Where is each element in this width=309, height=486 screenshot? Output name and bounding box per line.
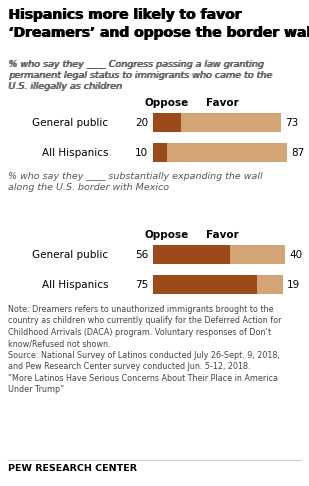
Text: % who say they ____ Congress passing a law granting
permanent legal status to im: % who say they ____ Congress passing a l… xyxy=(8,60,272,91)
Bar xyxy=(167,143,287,162)
Text: 10: 10 xyxy=(135,147,148,157)
Text: General public: General public xyxy=(32,249,108,260)
Text: 73: 73 xyxy=(285,118,298,127)
Text: Hispanics more likely to favor
‘Dreamers’ and oppose the border wall: Hispanics more likely to favor ‘Dreamers… xyxy=(8,8,309,40)
Bar xyxy=(256,275,283,294)
Text: 40: 40 xyxy=(290,249,303,260)
Text: Oppose: Oppose xyxy=(145,98,189,108)
Text: 75: 75 xyxy=(135,279,148,290)
Text: All Hispanics: All Hispanics xyxy=(41,147,108,157)
Text: All Hispanics: All Hispanics xyxy=(41,279,108,290)
Bar xyxy=(153,143,167,162)
Text: % who say they ____ substantially expanding the wall
along the U.S. border with : % who say they ____ substantially expand… xyxy=(8,172,263,192)
Text: Favor: Favor xyxy=(205,230,238,240)
Text: General public: General public xyxy=(32,118,108,127)
Text: % who say they ____ Congress passing a law granting
permanent legal status to im: % who say they ____ Congress passing a l… xyxy=(9,60,273,91)
Text: Hispanics more likely to favor
‘Dreamers’ and oppose the border wall: Hispanics more likely to favor ‘Dreamers… xyxy=(9,8,309,40)
Bar xyxy=(153,275,256,294)
Bar xyxy=(180,113,281,132)
Bar xyxy=(153,113,180,132)
Bar xyxy=(153,245,230,264)
Text: Note: Dreamers refers to unauthorized immigrants brought to the
country as child: Note: Dreamers refers to unauthorized im… xyxy=(8,305,281,394)
Text: Oppose: Oppose xyxy=(145,230,189,240)
Bar xyxy=(230,245,286,264)
Text: PEW RESEARCH CENTER: PEW RESEARCH CENTER xyxy=(8,464,137,473)
Text: 87: 87 xyxy=(291,147,304,157)
Text: Favor: Favor xyxy=(205,98,238,108)
Text: 19: 19 xyxy=(287,279,300,290)
Text: 56: 56 xyxy=(135,249,148,260)
Text: 20: 20 xyxy=(135,118,148,127)
